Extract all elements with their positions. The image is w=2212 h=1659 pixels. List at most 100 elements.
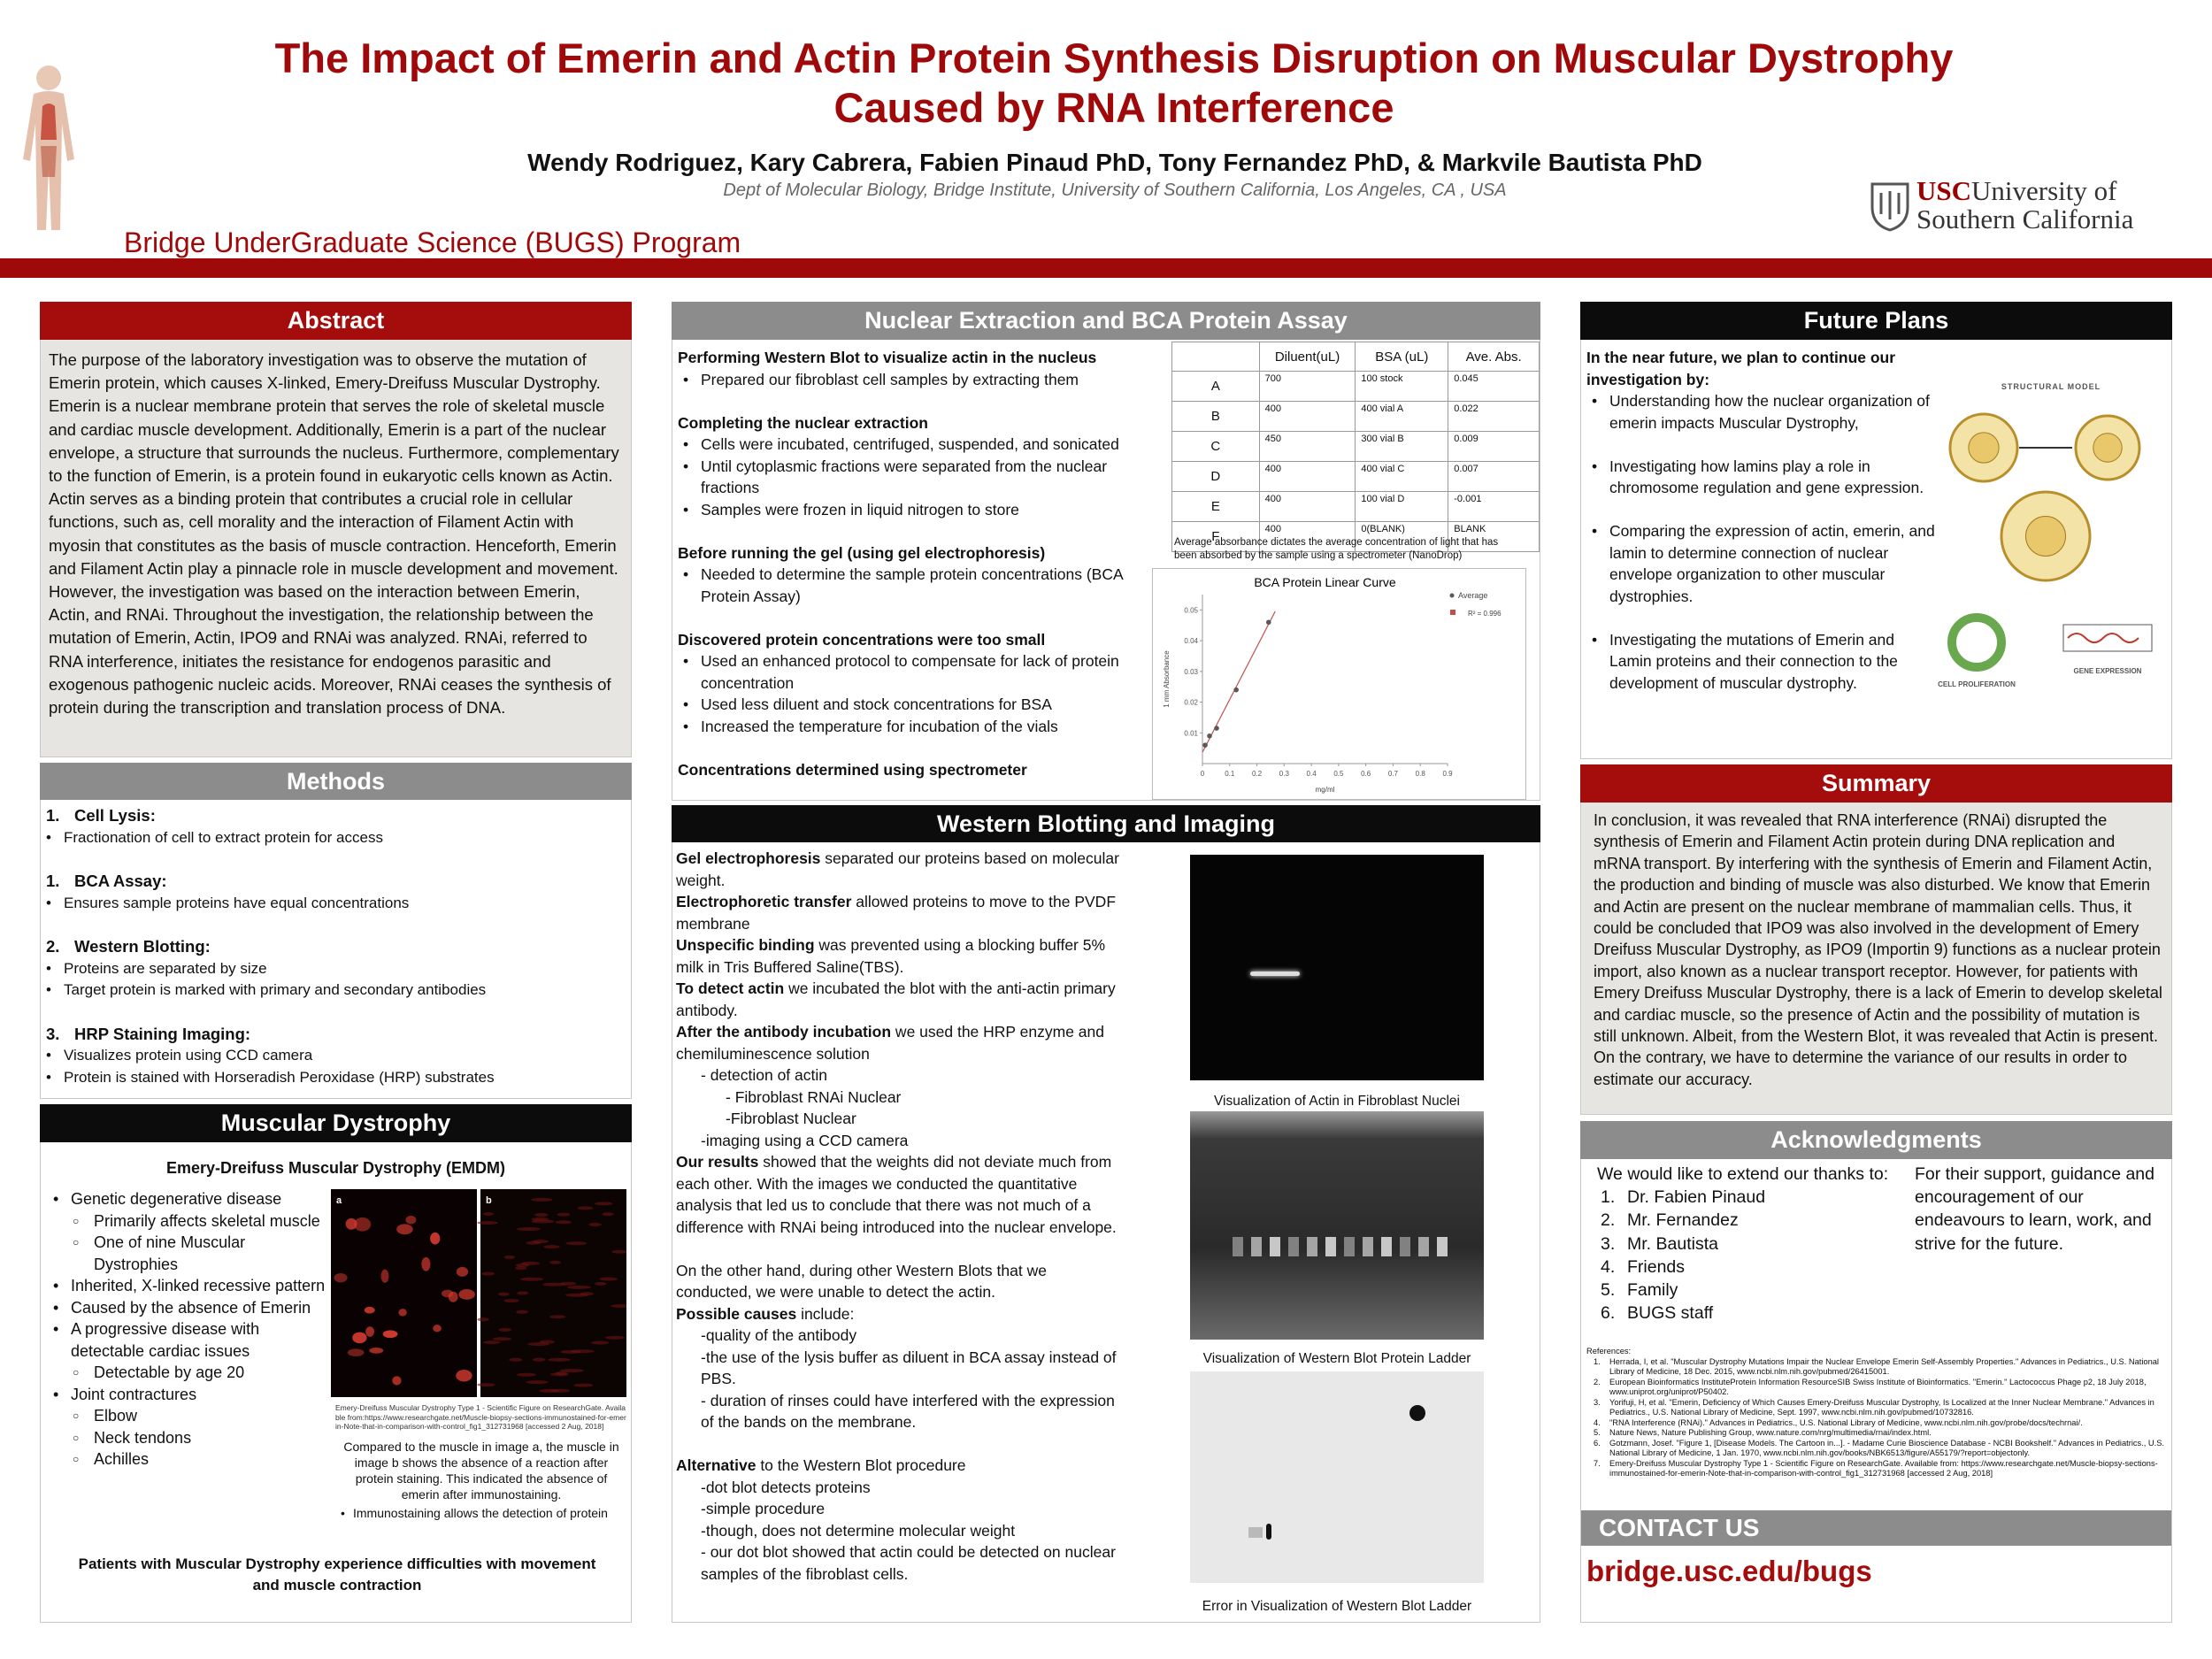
table-cell: E [1171,491,1260,522]
references: References: 1. Herrada, I, et al. "Muscula… [1586,1347,2166,1479]
figure-caption: Compared to the muscle in image a, the m… [343,1440,619,1502]
step-text: BCA Assay: [74,872,167,890]
step-title: 3. HRP Staining Imaging: [41,1024,631,1046]
section-heading: Acknowledgments [1580,1121,2172,1159]
item-text: Mr. Bautista [1627,1233,1718,1254]
image-caption: Error in Visualization of Western Blot L… [1202,1599,1472,1614]
y-tick-label: 0.02 [1184,699,1198,707]
table-header: Diluent(uL) [1258,342,1356,372]
line-text: -the use of the lysis buffer as diluent … [701,1348,1117,1388]
fiber [492,1337,512,1341]
reference: 3. Yorifuji, H, et al. "Emerin, Deficienc… [1586,1398,2166,1418]
text-line: -the use of the lysis buffer as diluent … [676,1347,1123,1390]
bca-table: Diluent(uL) BSA (uL) Ave. Abs. A 700 100 stoc… [1171,342,1540,552]
contact-link[interactable]: bridge.usc.edu/bugs [1586,1555,1872,1587]
text-line: On the other hand, during other Western … [676,1260,1123,1303]
summary: In conclusion, it was revealed that RNA … [1580,803,2172,1115]
bullet: Protein is stained with Horseradish Pero… [41,1067,631,1089]
table-row: D 400 400 vial C 0.007 [1171,461,1540,492]
fiber [539,1388,559,1393]
bullet: Understanding how the nuclear organizati… [1586,390,1936,434]
diagram-label: GENE EXPRESSION [2074,667,2142,675]
item-text: Gotzmann, Josef. "Figure 1, [Disease Mod… [1609,1438,2165,1458]
usc-logo: USCUniversity of Southern California [1869,177,2134,235]
text-line: -dot blot detects proteins [676,1477,1123,1499]
bullet: Joint contractures [48,1384,333,1406]
band [1437,1237,1448,1256]
band [1400,1237,1410,1256]
line-text: -simple procedure [701,1500,826,1517]
fiber [526,1380,549,1385]
fiber [548,1357,571,1362]
x-tick-label: 0.8 [1416,770,1426,778]
fiber [560,1349,581,1354]
abstract: The purpose of the laboratory investigat… [40,340,632,757]
band [1363,1237,1373,1256]
thanks-item: 5. Family [1597,1279,1907,1302]
section-heading: Muscular Dystrophy [40,1104,632,1142]
table-cell: 0.022 [1448,401,1540,432]
step-text: HRP Staining Imaging: [74,1024,251,1043]
table-header: BSA (uL) [1355,342,1449,372]
nucleus-core [2025,516,2066,557]
fiber [611,1304,626,1309]
bullet: Investigating the mutations of Emerin an… [1586,629,1936,695]
band [1251,1237,1262,1256]
table-row: C 450 300 vial B 0.009 [1171,431,1540,462]
fiber [515,1266,527,1271]
text-line: After the antibody incubation we used th… [676,1021,1123,1064]
reference: 6. Gotzmann, Josef. "Figure 1, [Disease M… [1586,1439,2166,1459]
nuclear-extraction: Performing Western Blot to visualize act… [672,340,1540,801]
bullet: Fractionation of cell to extract protein… [41,827,631,849]
line-text: - duration of rinses could have interfer… [701,1391,1115,1432]
text-line: -though, does not determine molecular we… [676,1520,1123,1542]
text-line: - Fibroblast RNAi Nuclear [676,1087,1123,1109]
text-line: -imaging using a CCD camera [676,1130,1123,1152]
fiber [477,1383,495,1387]
stain [441,1289,454,1298]
fiber [588,1223,602,1227]
text-line: Gel electrophoresis separated our protei… [676,848,1123,891]
table-cell: 700 [1258,371,1356,402]
sub-bullet: One of nine Muscular Dystrophies [48,1232,333,1275]
item-text: Emery-Dreifuss Muscular Dystrophy Type 1… [1609,1458,2158,1479]
thanks-item: 2. Mr. Fernandez [1597,1209,1907,1232]
blot-image [1190,855,1484,1080]
muscular-dystrophy: Emery-Dreifuss Muscular Dystrophy (EMDM)… [40,1142,632,1623]
usc-line: University of [1971,175,2117,206]
band [1418,1237,1429,1256]
reference: 5. Nature News, Nature Publishing Group, … [1586,1428,2166,1439]
figure-label: b [486,1195,492,1206]
image-caption: Visualization of Actin in Fibroblast Nuc… [1214,1094,1460,1109]
table-cell: 0(BLANK) [1355,521,1449,552]
fiber [481,1271,495,1276]
thanks-item: 6. BUGS staff [1597,1302,1907,1325]
y-tick-label: 0.04 [1184,637,1198,645]
paragraph-title: Completing the nuclear extraction [678,413,928,432]
step-number: 1. [46,806,60,825]
table-row: F 400 0(BLANK) BLANK [1171,521,1540,552]
x-tick-label: 0.7 [1388,770,1399,778]
y-tick-label: 0.01 [1184,729,1198,737]
item-number: 4. [1601,1256,1616,1277]
data-point [1233,687,1239,693]
fiber [577,1206,594,1210]
nucleus-core [1968,432,2000,464]
item-text: Herrada, I, et al. "Muscular Dystrophy M… [1609,1356,2159,1377]
bullet: Ensures sample proteins have equal conce… [41,893,631,915]
gene-box [2062,624,2153,652]
fiber [519,1277,544,1281]
step-text: Western Blotting: [74,937,211,956]
x-axis-label: mg/ml [1316,786,1335,794]
band [1344,1237,1355,1256]
figure-credit: Emery-Dreifuss Muscular Dystrophy Type 1… [335,1403,626,1431]
item-number: 4. [1594,1417,1601,1427]
fiber [477,1220,498,1225]
stain [365,1326,375,1337]
paragraph-title: Concentrations determined using spectrom… [678,760,1027,779]
step-title: 1. BCA Assay: [41,871,631,893]
text-line: Possible causes include: [676,1303,1123,1325]
x-tick-label: 0 [1201,770,1205,778]
sub-bullet: Primarily affects skeletal muscle [48,1210,333,1233]
